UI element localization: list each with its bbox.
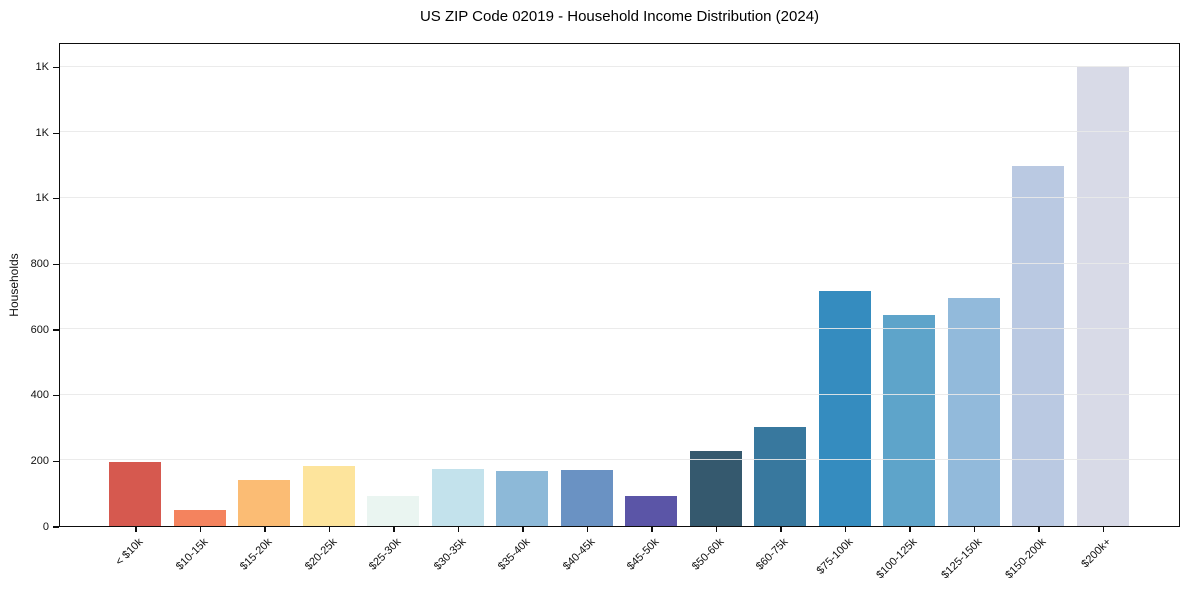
bar (302, 465, 355, 526)
y-tick-mark (53, 263, 59, 266)
y-tick-label: 1K (35, 61, 49, 74)
x-tick-label: $45-50k (624, 536, 662, 573)
bar (496, 470, 549, 526)
x-tick-label: $150-200k (1003, 536, 1049, 582)
x-tick-label: $15-20k (237, 536, 275, 573)
x-tick-label: $40-45k (560, 536, 597, 573)
x-tick-label: $75-100k (814, 536, 855, 577)
x-tick-mark (393, 527, 395, 532)
x-tick-mark (1038, 527, 1040, 532)
bar (560, 469, 613, 526)
y-tick-mark (53, 198, 59, 200)
x-tick-label: $60-75k (753, 536, 791, 573)
bar (754, 426, 807, 526)
x-tick-label: $30-35k (431, 536, 468, 573)
x-tick-label: $35-40k (495, 536, 533, 573)
bar (431, 468, 484, 526)
x-tick-mark (135, 527, 137, 532)
y-tick-label: 200 (30, 454, 49, 467)
y-tick-label: 400 (30, 389, 49, 402)
bar (625, 495, 678, 526)
bar (1076, 66, 1129, 526)
y-tick-label: 1K (35, 192, 49, 205)
x-tick-mark (780, 527, 782, 532)
x-tick-mark (457, 527, 460, 532)
y-tick-mark (53, 526, 59, 528)
bar (367, 496, 420, 526)
bar (173, 509, 226, 526)
gridline (60, 65, 1179, 67)
bar (689, 450, 742, 526)
x-tick-label: $125-150k (938, 536, 984, 582)
x-tick-mark (264, 527, 266, 532)
plot-area (59, 43, 1180, 527)
x-tick-mark (909, 527, 911, 532)
gridline (60, 196, 1179, 198)
y-tick-mark (53, 66, 59, 69)
chart-title: US ZIP Code 02019 - Household Income Dis… (419, 8, 820, 25)
x-tick-mark (522, 527, 524, 532)
y-tick-label: 800 (30, 258, 49, 270)
y-tick-mark (53, 329, 59, 331)
bar (238, 480, 291, 526)
x-tick-label: $100-125k (874, 536, 920, 582)
x-tick-label: $25-30k (366, 536, 404, 573)
x-tick-label: $20-25k (302, 536, 339, 573)
x-tick-mark (844, 527, 847, 532)
bar (1012, 165, 1065, 526)
y-axis-label: Households (7, 253, 21, 317)
x-tick-mark (328, 527, 331, 532)
x-tick-label: $10-15k (173, 536, 210, 573)
bar (883, 314, 936, 526)
gridline (60, 459, 1179, 461)
y-tick-mark (53, 132, 59, 134)
x-tick-label: $200k+ (1078, 536, 1113, 571)
bar (818, 290, 871, 526)
x-tick-mark (199, 527, 202, 532)
y-tick-label: 600 (30, 323, 49, 336)
x-tick-label: $50-60k (689, 536, 726, 573)
y-tick-label: 1K (35, 126, 49, 139)
x-tick-label: < $10k (113, 536, 146, 569)
bar (947, 297, 1000, 526)
gridline (60, 328, 1179, 330)
gridline (60, 262, 1179, 264)
bar (109, 462, 162, 526)
y-tick-label: 0 (42, 520, 49, 533)
gridline (60, 393, 1179, 395)
x-tick-mark (973, 527, 976, 532)
x-tick-mark (651, 527, 653, 532)
gridline (60, 131, 1179, 133)
y-tick-mark (53, 395, 59, 397)
x-tick-mark (586, 527, 589, 532)
x-tick-mark (715, 527, 718, 532)
x-tick-mark (1102, 527, 1105, 532)
y-tick-mark (53, 460, 59, 463)
